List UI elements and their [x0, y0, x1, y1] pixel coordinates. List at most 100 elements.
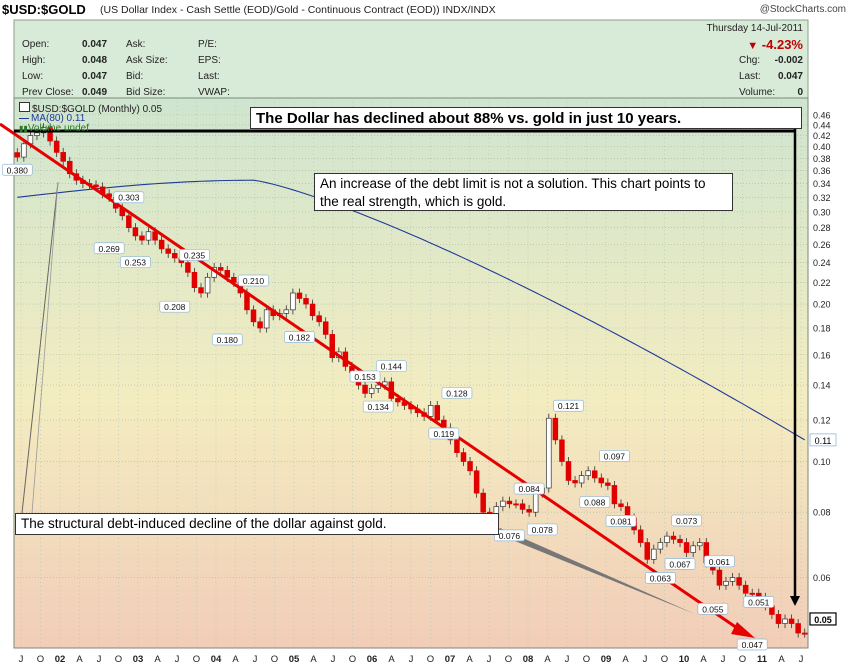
value-label-box	[671, 514, 702, 527]
candle-body	[21, 143, 27, 158]
x-tick-label: 03	[133, 654, 144, 665]
pointer-line-right	[495, 528, 695, 614]
candle-body	[664, 535, 670, 543]
candle-body	[500, 500, 506, 507]
quote-label-last: Last:	[198, 71, 220, 82]
symbol-description: (US Dollar Index - Cash Settle (EOD)/Gol…	[100, 4, 496, 16]
value-label-box	[599, 450, 630, 462]
decline-arrow-head	[790, 596, 800, 606]
x-tick-label: J	[643, 654, 648, 665]
candle	[546, 413, 552, 493]
quote-label-high: High:	[22, 55, 46, 66]
x-tick-label: O	[739, 654, 746, 665]
trend-arrow-head	[731, 622, 755, 638]
legend-volume: ▮▮Volume undef	[19, 123, 89, 134]
candle	[47, 123, 53, 146]
candle-body	[473, 470, 480, 494]
candle	[53, 136, 60, 157]
candle-body	[467, 461, 473, 472]
value-label-box	[179, 249, 210, 261]
candle-body	[801, 632, 808, 635]
candle-body	[434, 405, 440, 421]
candle	[611, 480, 618, 509]
value-label-box	[1, 163, 33, 176]
candle	[605, 478, 611, 491]
candle-body	[47, 127, 53, 142]
candle	[657, 538, 664, 554]
callout-mid: An increase of the debt limit is not a s…	[314, 173, 733, 211]
candle-body	[565, 461, 572, 481]
y-tick-label: 0.38	[813, 154, 831, 164]
candle	[172, 248, 178, 263]
value-label-box	[441, 387, 473, 399]
candle	[683, 538, 690, 558]
y-tick-label: 0.26	[813, 240, 831, 250]
candle-body	[132, 227, 139, 237]
candle-body	[185, 262, 191, 273]
value-label: 0.055	[702, 604, 724, 614]
candle-body	[198, 287, 204, 294]
candle-body	[460, 452, 467, 462]
pointer-line-left	[21, 181, 59, 514]
quote-high-value: 0.048	[82, 55, 108, 66]
x-tick-label: O	[583, 654, 590, 665]
x-tick-label: A	[466, 654, 473, 665]
x-tick-label: A	[388, 654, 395, 665]
y-tick-label: 0.42	[813, 131, 831, 141]
value-label: 0.084	[518, 484, 540, 494]
candle	[716, 565, 723, 590]
candle	[309, 299, 316, 321]
x-tick-label: A	[232, 654, 239, 665]
candle-body	[519, 503, 526, 510]
candle	[585, 466, 591, 481]
quote-volume-label: Volume:	[739, 87, 776, 98]
candle-body	[696, 542, 703, 547]
candle-body	[532, 492, 539, 513]
candle-body	[316, 315, 322, 323]
last-value-tag: 0.05	[814, 615, 832, 625]
y-tick-label: 0.40	[813, 142, 831, 152]
value-label: 0.063	[650, 573, 672, 583]
value-label: 0.073	[676, 516, 698, 526]
value-label-box	[238, 274, 269, 287]
candle	[677, 534, 683, 548]
candle-body	[683, 542, 690, 553]
candle	[473, 466, 480, 498]
candle-body	[644, 542, 650, 560]
candle	[204, 272, 211, 298]
x-tick-label: O	[427, 654, 434, 665]
y-tick-label: 0.06	[813, 573, 831, 583]
x-tick-label: J	[175, 654, 180, 665]
candle	[263, 305, 270, 333]
candle-body	[257, 321, 263, 329]
candle	[368, 383, 375, 398]
quote-low-value: 0.047	[82, 71, 108, 82]
x-tick-label: A	[700, 654, 707, 665]
x-tick-label: 11	[757, 654, 768, 665]
x-tick-label: A	[622, 654, 629, 665]
candle-body	[651, 548, 657, 560]
candle	[467, 457, 473, 476]
candle	[526, 504, 532, 517]
candle	[139, 231, 145, 245]
candle	[21, 139, 27, 162]
candle-body	[690, 545, 696, 553]
value-label: 0.051	[748, 597, 770, 607]
candle	[322, 317, 329, 339]
y-tick-label: 0.22	[813, 278, 831, 288]
value-label-box	[428, 427, 460, 440]
candle	[591, 466, 598, 483]
value-label: 0.078	[532, 525, 554, 535]
candle	[637, 525, 644, 548]
value-label-box	[362, 400, 394, 413]
quote-label-prev-close: Prev Close:	[22, 87, 74, 98]
x-tick-label: O	[349, 654, 356, 665]
candle-body	[172, 253, 178, 259]
candle	[552, 413, 559, 445]
candle	[145, 227, 152, 245]
value-label-box	[375, 360, 407, 373]
value-label: 0.303	[118, 193, 140, 203]
x-tick-label: O	[37, 654, 44, 665]
candle-body	[217, 267, 224, 271]
